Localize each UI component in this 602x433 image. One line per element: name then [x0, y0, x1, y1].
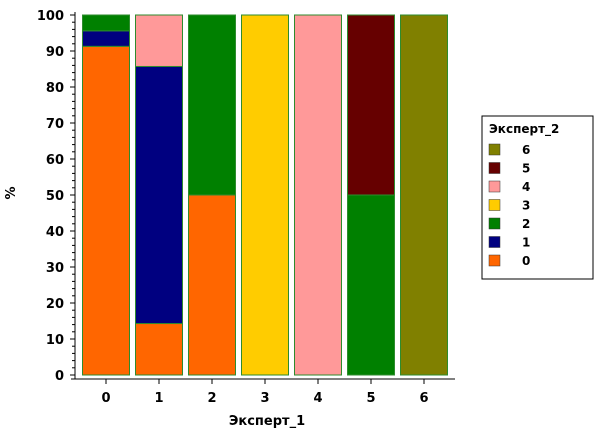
- y-tick-label: 20: [46, 297, 64, 312]
- x-tick-label: 5: [366, 391, 375, 406]
- legend-swatch-1: [488, 236, 501, 248]
- legend-label-4: 4: [522, 180, 530, 194]
- legend-swatch-2: [488, 217, 501, 230]
- legend-swatch-5: [488, 162, 501, 174]
- bar-segment-cat4-series4: [294, 14, 342, 376]
- bar-segment-cat3-series3: [241, 14, 289, 376]
- y-tick-label: 70: [46, 117, 64, 132]
- bar-segment-cat6-series6: [400, 14, 448, 376]
- y-tick-label: 100: [37, 9, 64, 24]
- y-tick-label: 50: [46, 189, 64, 204]
- bar-segment-cat2-series2: [188, 14, 236, 196]
- legend-swatch-6: [488, 143, 501, 156]
- legend: Эксперт_2 6 5 4 3 2 1 0: [481, 115, 594, 280]
- x-tick-label: 4: [313, 391, 322, 406]
- bar-segment-cat1-series0: [135, 323, 183, 376]
- legend-label-0: 0: [522, 254, 530, 268]
- x-tick-label: 3: [260, 391, 269, 406]
- x-tick-label: 2: [207, 391, 216, 406]
- legend-swatch-0: [488, 254, 501, 267]
- bar-segment-cat1-series4: [135, 14, 183, 67]
- bar-segment-cat1-series1: [135, 65, 183, 325]
- legend-label-6: 6: [522, 143, 530, 157]
- legend-label-5: 5: [522, 162, 530, 176]
- bar-segment-cat0-series1: [82, 30, 130, 47]
- legend-swatch-4: [488, 180, 501, 193]
- y-tick-label: 10: [46, 333, 64, 348]
- x-tick-label: 0: [101, 391, 110, 406]
- y-tick-label: 90: [46, 45, 64, 60]
- x-tick-label: 1: [154, 391, 163, 406]
- bar-segment-cat5-series5: [347, 14, 395, 196]
- legend-frame: [481, 115, 594, 280]
- y-tick-label: 60: [46, 153, 64, 168]
- legend-swatch-3: [488, 199, 501, 211]
- x-axis-title: Эксперт_1: [229, 414, 305, 429]
- y-axis-title: %: [4, 186, 19, 199]
- x-axis: 0 1 2 3 4 5 6: [71, 378, 455, 406]
- legend-label-2: 2: [522, 217, 530, 231]
- bar-segment-cat2-series0: [188, 194, 236, 376]
- legend-label-3: 3: [522, 199, 530, 213]
- bar-segment-cat5-series2: [347, 194, 395, 376]
- y-tick-label: 30: [46, 261, 64, 276]
- y-tick-label: 0: [55, 369, 64, 384]
- y-tick-label: 80: [46, 81, 64, 96]
- legend-title: Эксперт_2: [489, 122, 559, 137]
- y-tick-label: 40: [46, 225, 64, 240]
- legend-label-1: 1: [522, 236, 530, 250]
- y-axis: 0 10 20 30 40 50 60 70 80 90 100: [37, 9, 76, 384]
- bar-segment-cat0-series0: [82, 45, 130, 376]
- x-tick-label: 6: [419, 391, 428, 406]
- plot-area: [82, 14, 448, 376]
- bar-segment-cat0-series2: [82, 14, 130, 32]
